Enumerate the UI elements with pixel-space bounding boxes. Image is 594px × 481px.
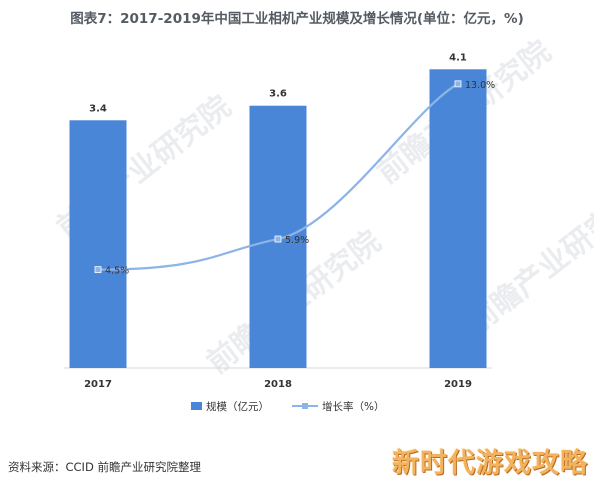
rate-value-label: 13.0% [465, 80, 495, 91]
x-tick-label: 2017 [84, 379, 112, 390]
rate-line-layer [94, 80, 462, 274]
legend-label-bar: 规模（亿元） [206, 400, 269, 413]
rate-point-2018 [274, 235, 282, 243]
rate-point-2017 [94, 266, 102, 274]
x-tick-label: 2018 [264, 379, 292, 390]
source-note: 资料来源：CCID 前瞻产业研究院整理 [8, 460, 201, 474]
legend-marker [302, 403, 308, 409]
bar-2019 [429, 69, 487, 369]
legend-label-line: 增长率（%） [322, 400, 384, 413]
legend-swatch-bar [191, 402, 202, 410]
legend: 规模（亿元） 增长率（%） [191, 400, 384, 413]
chart-title: 图表7：2017-2019年中国工业相机产业规模及增长情况(单位：亿元，%) [70, 11, 524, 27]
bar-value-label: 3.4 [89, 103, 107, 114]
bar-value-label: 3.6 [269, 89, 287, 100]
rate-value-label: 4.5% [105, 266, 129, 277]
bars-layer [69, 69, 487, 369]
corner-watermark: 新时代游戏攻略 [392, 448, 588, 479]
bar-2017 [69, 120, 127, 369]
watermark-layer: 前瞻产业研究院前瞻产业研究院前瞻产业研究院前瞻产业研究院 [51, 34, 594, 381]
rate-value-label: 5.9% [285, 235, 309, 246]
x-tick-label: 2019 [444, 379, 472, 390]
bar-value-label: 4.1 [449, 52, 467, 63]
labels-layer: 3.4 3.6 4.1 4.5% 5.9% 13.0% [89, 52, 495, 276]
rate-point-2019 [454, 80, 462, 88]
x-tick-labels: 2017 2018 2019 [84, 379, 472, 390]
